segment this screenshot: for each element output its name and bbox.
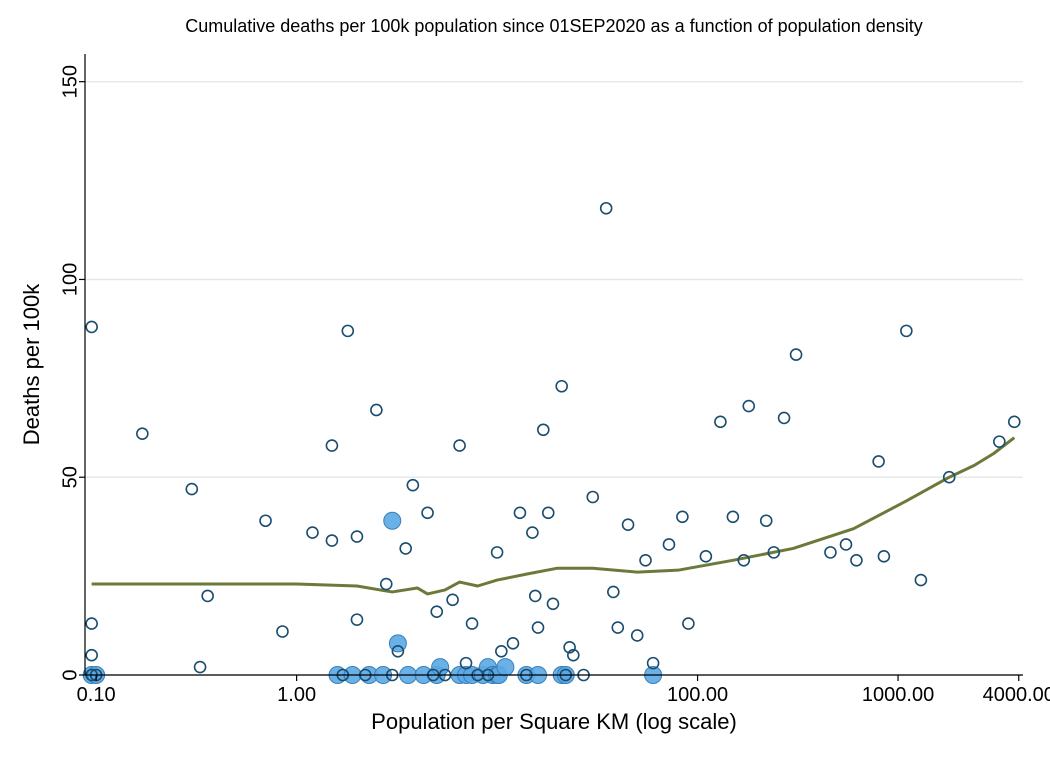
y-axis-label: Deaths per 100k — [19, 283, 44, 445]
plot-area — [85, 54, 1023, 675]
x-tick-label: 1.00 — [277, 684, 316, 706]
chart-svg: 0 50 100 150 0.10 1.00 100.00 1000.00 4000.00 Pop… — [0, 0, 1050, 764]
y-tick-label: 150 — [59, 65, 81, 98]
x-tick-label: 100.00 — [667, 684, 728, 706]
x-tick-label: 1000.00 — [862, 684, 934, 706]
chart-container: 0 50 100 150 0.10 1.00 100.00 1000.00 4000.00 Pop… — [0, 0, 1050, 764]
x-tick-label: 4000.00 — [983, 684, 1050, 706]
filled-point — [497, 659, 514, 676]
x-tick-label: 0.10 — [77, 684, 116, 706]
y-tick-label: 0 — [59, 669, 81, 680]
y-tick-label: 50 — [59, 466, 81, 488]
y-tick-label: 100 — [59, 263, 81, 296]
x-axis-label: Population per Square KM (log scale) — [371, 709, 737, 734]
filled-point — [384, 512, 401, 529]
chart-title: Cumulative deaths per 100k population si… — [185, 16, 923, 36]
